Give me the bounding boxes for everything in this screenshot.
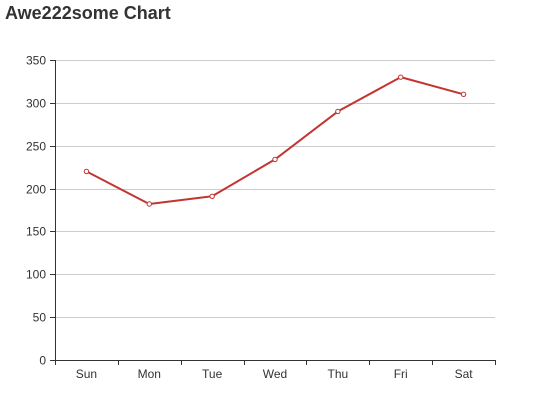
y-axis: 0 50 100 150 200 250 300 350 bbox=[26, 54, 56, 368]
data-point bbox=[460, 91, 467, 97]
y-tick-label: 0 bbox=[39, 354, 46, 368]
x-tick-label: Wed bbox=[263, 367, 287, 381]
data-point bbox=[272, 156, 278, 163]
data-point bbox=[335, 108, 341, 115]
x-tick-label: Sun bbox=[76, 367, 97, 381]
series-group bbox=[83, 74, 467, 207]
data-point bbox=[398, 74, 404, 80]
x-tick-label: Mon bbox=[138, 367, 161, 381]
data-point bbox=[83, 168, 90, 175]
x-tick-label: Sat bbox=[455, 367, 474, 381]
y-tick-label: 300 bbox=[26, 97, 46, 111]
data-point bbox=[209, 193, 215, 199]
y-tick-label: 50 bbox=[33, 311, 47, 325]
y-tick-label: 150 bbox=[26, 225, 46, 239]
y-tick-label: 200 bbox=[26, 183, 46, 197]
chart-title: Awe222some Chart bbox=[5, 3, 171, 23]
grid-lines bbox=[55, 60, 495, 318]
y-tick-label: 250 bbox=[26, 140, 46, 154]
x-axis: Sun Mon Tue Wed Thu Fri Sat bbox=[55, 360, 496, 381]
series-line bbox=[85, 76, 464, 205]
x-tick-label: Fri bbox=[394, 367, 408, 381]
data-point bbox=[146, 201, 152, 207]
x-tick-label: Thu bbox=[328, 367, 349, 381]
y-tick-label: 100 bbox=[26, 268, 46, 282]
x-tick-label: Tue bbox=[202, 367, 223, 381]
y-tick-label: 350 bbox=[26, 54, 46, 68]
